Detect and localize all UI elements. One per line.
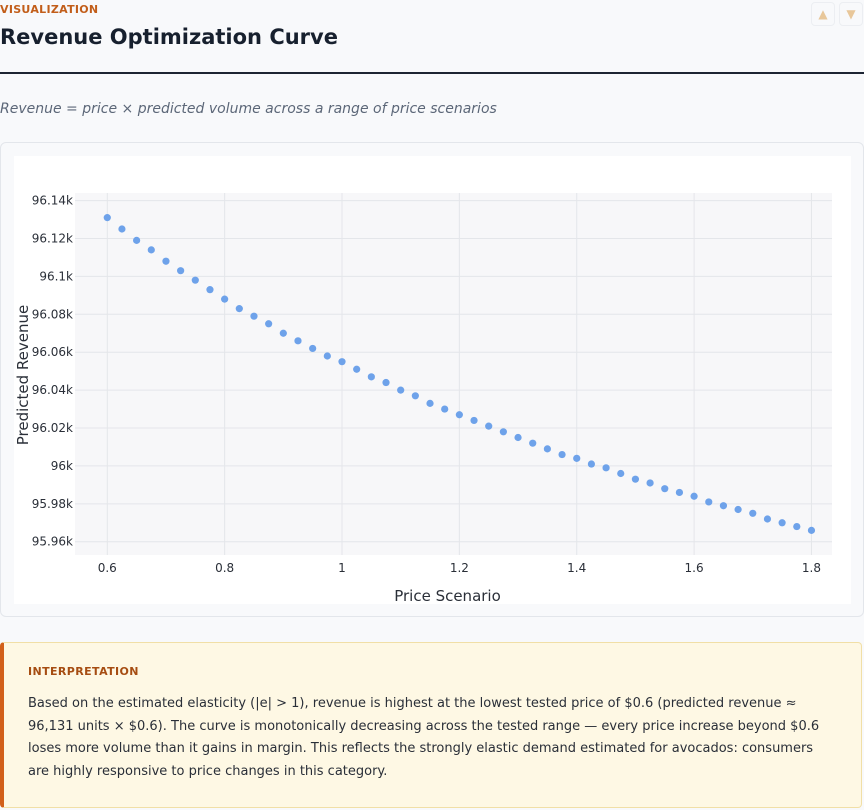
x-tick-label: 0.8 — [215, 561, 234, 575]
data-point[interactable] — [177, 267, 185, 275]
chart-card: 95.96k 95.98k 96k 96.02k 96.04k 96.06k 96.08k 9… — [0, 142, 864, 617]
section-eyebrow: VISUALIZATION — [0, 3, 99, 16]
x-tick-label: 1 — [338, 561, 346, 575]
data-point[interactable] — [675, 488, 684, 497]
data-points[interactable] — [103, 214, 816, 534]
interpretation-callout: INTERPRETATION Based on the estimated el… — [0, 642, 862, 808]
data-point[interactable] — [763, 515, 772, 523]
data-point[interactable] — [719, 502, 728, 510]
data-point[interactable] — [411, 392, 419, 400]
data-point[interactable] — [294, 337, 302, 345]
chart-subtitle: Revenue = price × predicted volume acros… — [0, 101, 497, 117]
x-axis-ticks: 0.6 0.8 1 1.2 1.4 1.6 1.8 — [98, 561, 821, 575]
x-axis-title: Price Scenario — [394, 587, 501, 605]
y-tick-label: 96.12k — [32, 231, 73, 245]
grid-lines — [75, 193, 832, 555]
thumbs-down-button[interactable]: ▼ — [839, 2, 863, 26]
data-point[interactable] — [221, 295, 229, 303]
data-point[interactable] — [397, 386, 405, 394]
data-point[interactable] — [103, 214, 111, 222]
data-point[interactable] — [265, 320, 273, 328]
data-point[interactable] — [690, 492, 698, 500]
data-point[interactable] — [529, 439, 537, 447]
data-point[interactable] — [734, 505, 742, 514]
y-axis-ticks: 95.96k 95.98k 96k 96.02k 96.04k 96.06k 96.08k 9… — [32, 194, 73, 549]
data-point[interactable] — [367, 373, 375, 381]
y-tick-label: 96.04k — [32, 383, 73, 397]
plot-area — [75, 193, 832, 555]
x-tick-label: 1.2 — [450, 561, 469, 575]
data-point[interactable] — [646, 479, 654, 487]
x-tick-label: 1.6 — [685, 561, 704, 575]
data-point[interactable] — [191, 276, 199, 284]
thumbs-up-button[interactable]: ▲ — [811, 2, 835, 26]
data-point[interactable] — [558, 450, 566, 459]
data-point[interactable] — [118, 225, 126, 233]
interpretation-label: INTERPRETATION — [28, 665, 139, 678]
x-tick-label: 1.8 — [802, 561, 821, 575]
data-point[interactable] — [485, 422, 493, 430]
data-point[interactable] — [543, 445, 551, 453]
title-divider — [0, 72, 864, 74]
x-tick-label: 0.6 — [98, 561, 117, 575]
data-point[interactable] — [235, 305, 243, 313]
data-point[interactable] — [602, 464, 610, 472]
data-point[interactable] — [661, 485, 669, 493]
data-point[interactable] — [353, 365, 361, 373]
data-point[interactable] — [382, 378, 390, 387]
data-point[interactable] — [279, 329, 287, 337]
data-point[interactable] — [573, 454, 581, 462]
data-point[interactable] — [793, 522, 801, 531]
data-point[interactable] — [147, 246, 155, 254]
data-point[interactable] — [631, 475, 640, 483]
data-point[interactable] — [587, 460, 596, 468]
interpretation-text: Based on the estimated elasticity (|e| >… — [28, 696, 820, 779]
y-axis-title: Predicted Revenue — [14, 305, 32, 446]
data-point[interactable] — [338, 358, 346, 366]
thumbs-down-icon: ▼ — [846, 7, 856, 21]
data-point[interactable] — [705, 498, 713, 506]
thumbs-up-icon: ▲ — [818, 7, 828, 21]
data-point[interactable] — [617, 469, 625, 478]
data-point[interactable] — [162, 257, 170, 265]
x-tick-label: 1.4 — [567, 561, 586, 575]
data-point[interactable] — [499, 428, 507, 436]
data-point[interactable] — [323, 352, 331, 360]
revenue-scatter-chart[interactable]: 95.96k 95.98k 96k 96.02k 96.04k 96.06k 96.08k 9… — [1, 143, 863, 616]
y-tick-label: 96.02k — [32, 421, 73, 435]
data-point[interactable] — [441, 405, 449, 413]
y-tick-label: 95.98k — [32, 497, 73, 511]
data-point[interactable] — [426, 399, 434, 407]
data-point[interactable] — [807, 526, 816, 534]
data-point[interactable] — [309, 344, 317, 353]
data-point[interactable] — [778, 519, 786, 527]
data-point[interactable] — [470, 416, 478, 425]
data-point[interactable] — [749, 509, 757, 517]
page-title: Revenue Optimization Curve — [0, 25, 338, 49]
data-point[interactable] — [206, 286, 214, 294]
y-tick-label: 96.08k — [32, 307, 73, 321]
data-point[interactable] — [455, 411, 463, 419]
y-tick-label: 96.14k — [32, 194, 73, 208]
data-point[interactable] — [514, 433, 522, 442]
data-point[interactable] — [133, 236, 141, 244]
y-tick-label: 96.1k — [39, 269, 73, 283]
y-tick-label: 96k — [51, 459, 73, 473]
y-tick-label: 95.96k — [32, 535, 73, 549]
y-tick-label: 96.06k — [32, 345, 73, 359]
data-point[interactable] — [250, 312, 258, 320]
